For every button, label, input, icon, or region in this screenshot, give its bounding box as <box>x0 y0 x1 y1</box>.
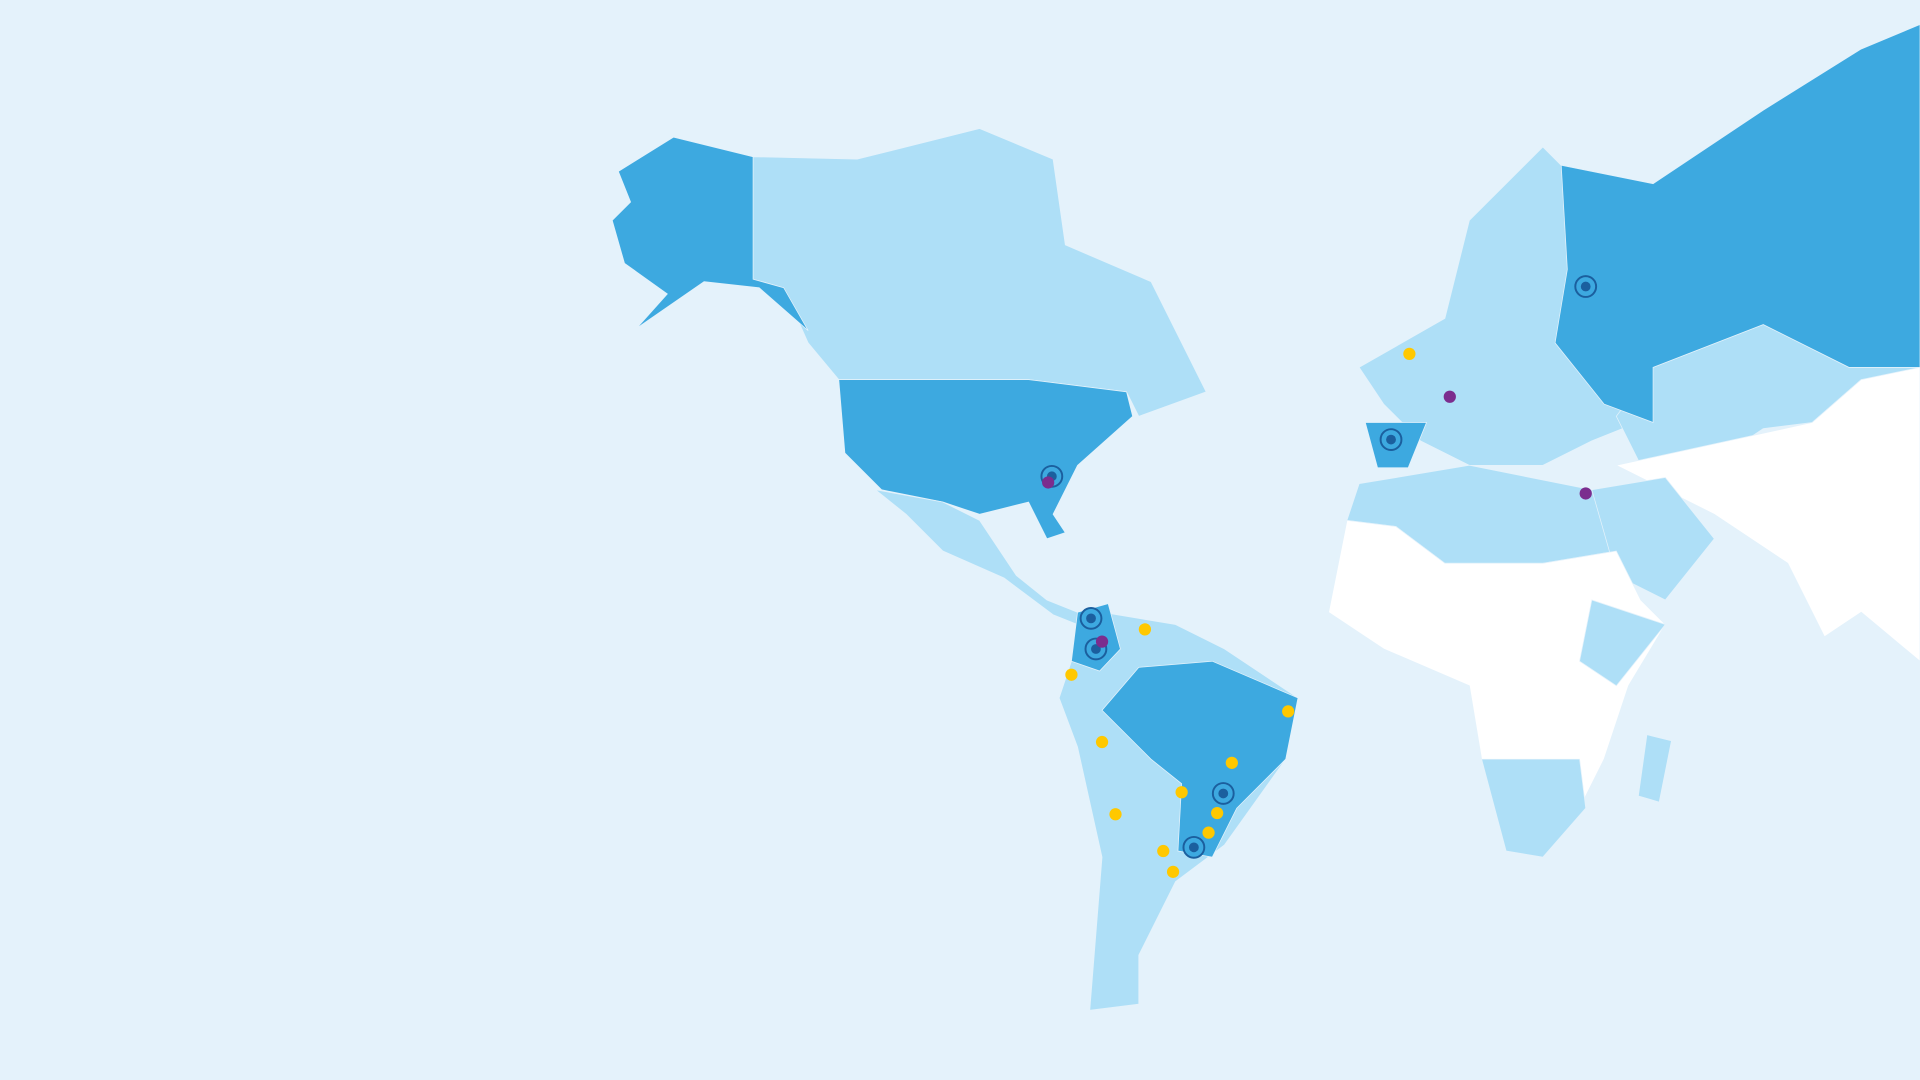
target-marker[interactable] <box>1079 606 1103 630</box>
yellow-dot-marker[interactable] <box>1095 735 1109 749</box>
yellow-dot-marker[interactable] <box>1166 865 1180 878</box>
purple-dot-marker[interactable] <box>1443 390 1456 403</box>
yellow-dot-marker[interactable] <box>1225 756 1238 769</box>
yellow-dot-marker[interactable] <box>1282 705 1295 718</box>
region-usa[interactable] <box>838 379 1134 540</box>
region-russia[interactable] <box>1554 24 1920 423</box>
region-asia[interactable] <box>1615 366 1920 662</box>
yellow-dot-marker[interactable] <box>1157 844 1170 858</box>
purple-dot-marker[interactable] <box>1579 487 1592 500</box>
target-marker[interactable] <box>1574 275 1598 298</box>
yellow-dot-marker[interactable] <box>1109 808 1122 821</box>
yellow-dot-marker[interactable] <box>1138 623 1152 636</box>
region-east-africa[interactable] <box>1579 599 1666 687</box>
region-brazil[interactable] <box>1101 660 1299 858</box>
target-marker[interactable] <box>1211 782 1235 805</box>
yellow-dot-marker[interactable] <box>1403 347 1416 360</box>
yellow-dot-marker[interactable] <box>1065 668 1078 681</box>
target-marker[interactable] <box>1182 835 1206 859</box>
purple-dot-marker[interactable] <box>1095 635 1109 648</box>
region-madagascar[interactable] <box>1637 734 1672 803</box>
region-alaska[interactable] <box>611 136 809 331</box>
purple-dot-marker[interactable] <box>1042 476 1055 489</box>
target-marker[interactable] <box>1379 428 1403 451</box>
yellow-dot-marker[interactable] <box>1211 806 1224 820</box>
region-southern-africa[interactable] <box>1481 758 1587 858</box>
yellow-dot-marker[interactable] <box>1175 786 1188 799</box>
yellow-dot-marker[interactable] <box>1202 826 1215 839</box>
